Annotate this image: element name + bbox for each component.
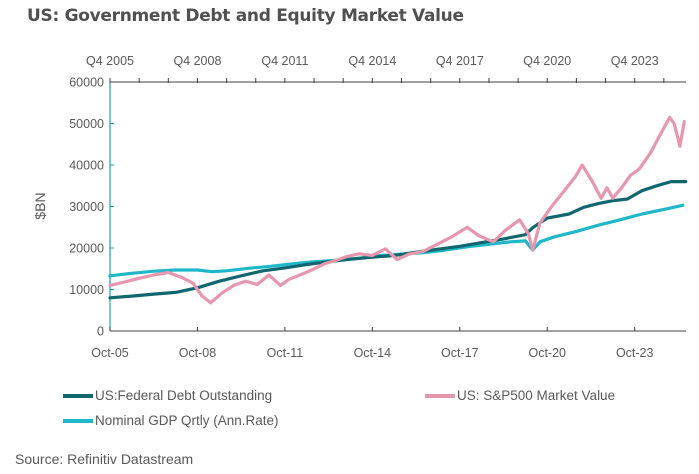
line-chart: $BN 0 10000 20000 30000 40000 50000 60000 Oct-… [32,54,688,360]
series-line-sp500 [108,115,686,305]
y-tick-label: 50000 [69,117,104,131]
legend-label: US:Federal Debt Outstanding [95,388,273,403]
legend-item-sp500[interactable]: US: S&P500 Market Value [425,388,615,403]
x-tick-label-top: Q4 2005 [86,54,134,68]
x-tick-label-top: Q4 2008 [173,54,221,68]
x-tick-label-bottom: Oct-23 [616,346,654,360]
x-tick-label-top: Q4 2014 [348,54,396,68]
y-tick-label: 30000 [69,200,104,214]
x-tick-label-bottom: Oct-17 [441,346,479,360]
y-tick-label: 10000 [69,283,104,297]
x-tick-label-bottom: Oct-05 [91,346,129,360]
series-line-federal-debt [108,180,688,300]
x-tick-label-top: Q4 2023 [611,54,659,68]
x-tick-label-top: Q4 2017 [436,54,484,68]
y-tick-label: 60000 [69,76,104,90]
x-tick-label-bottom: Oct-08 [179,346,217,360]
legend-swatch-federal-debt [63,393,93,398]
legend-label: US: S&P500 Market Value [457,388,616,403]
legend-item-federal-debt[interactable]: US:Federal Debt Outstanding [63,388,272,403]
x-tick-label-bottom: Oct-11 [267,346,304,360]
y-axis-label: $BN [32,192,48,219]
chart-title: US: Government Debt and Equity Market Va… [27,6,464,26]
x-tick-label-bottom: Oct-14 [354,346,392,360]
series-line-gdp [108,203,685,278]
y-axis: 0 10000 20000 30000 40000 50000 60000 [69,76,114,339]
y-tick-label: 0 [97,325,104,339]
source-note: Source: Refinitiv Datastream [15,451,194,467]
x-axis-bottom: Oct-05 Oct-08 Oct-11 Oct-14 Oct-17 Oct-20 Oct-… [91,327,686,360]
x-tick-label-top: Q4 2020 [523,54,571,68]
y-tick-label: 40000 [69,159,104,173]
legend-swatch-sp500 [425,393,455,398]
x-tick-label-bottom: Oct-20 [528,346,566,360]
legend-item-gdp[interactable]: Nominal GDP Qrtly (Ann.Rate) [63,413,279,428]
y-tick-label: 20000 [69,242,104,256]
x-axis-top: Q4 2005 Q4 2008 Q4 2011 Q4 2014 Q4 2017 Q4 20… [86,54,686,83]
legend-label: Nominal GDP Qrtly (Ann.Rate) [95,413,279,428]
x-tick-label-top: Q4 2011 [261,54,308,68]
legend-swatch-gdp [63,418,93,423]
series-layer [108,115,688,305]
